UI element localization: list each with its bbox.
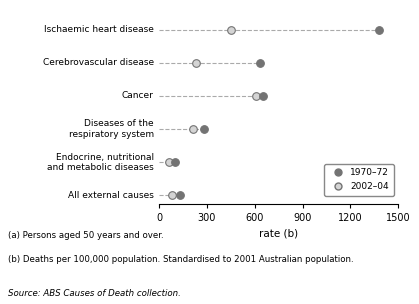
Text: (b) Deaths per 100,000 population. Standardised to 2001 Australian population.: (b) Deaths per 100,000 population. Stand… <box>8 255 354 264</box>
Text: (a) Persons aged 50 years and over.: (a) Persons aged 50 years and over. <box>8 231 164 240</box>
Text: Source: ABS Causes of Death collection.: Source: ABS Causes of Death collection. <box>8 289 181 298</box>
Legend: 1970–72, 2002–04: 1970–72, 2002–04 <box>324 164 393 195</box>
X-axis label: rate (b): rate (b) <box>259 228 298 238</box>
